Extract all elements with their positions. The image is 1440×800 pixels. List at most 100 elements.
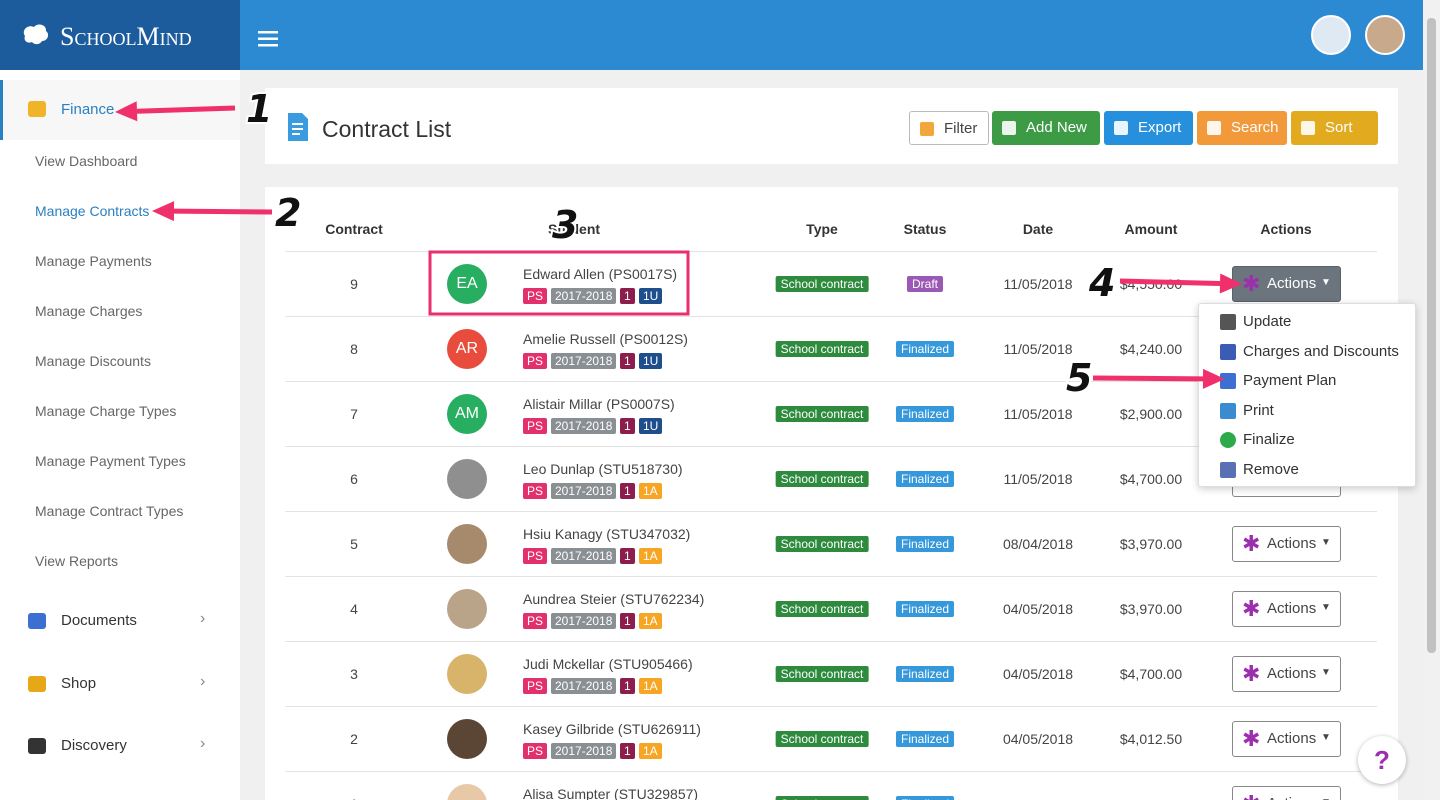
row-divider — [285, 316, 1377, 317]
nav-subitem[interactable]: Manage Discounts — [35, 353, 151, 369]
button-label: Actions — [1267, 535, 1317, 552]
student-tag: 2017-2018 — [551, 613, 617, 629]
step-number: 1 — [246, 87, 272, 131]
row-divider — [285, 446, 1377, 447]
status-badge: Draft — [906, 276, 944, 292]
scroll-thumb[interactable] — [1427, 18, 1436, 653]
chevron: › — [200, 610, 206, 627]
status-badge: Finalized — [895, 666, 955, 682]
student-tag: PS — [523, 548, 548, 564]
user-avatar[interactable] — [1365, 15, 1405, 55]
menu-item[interactable]: Charges and Discounts — [1243, 343, 1399, 360]
nav-subitem[interactable]: View Dashboard — [35, 153, 138, 169]
asterisk: ✱ — [1242, 531, 1261, 556]
column-header: Actions — [1260, 221, 1312, 237]
contract-id: 2 — [350, 731, 358, 747]
contract-id: 4 — [350, 601, 358, 617]
student-name[interactable]: Judi Mckellar (STU905466) — [523, 656, 693, 672]
type-badge: School contract — [775, 341, 869, 357]
actions-button[interactable]: ✱ Actions ▼ — [1232, 786, 1341, 800]
menu-item[interactable]: Update — [1243, 313, 1292, 330]
student-tag: 2017-2018 — [551, 353, 617, 369]
nav-section[interactable]: Documents — [61, 612, 137, 629]
menu-item[interactable]: Finalize — [1243, 431, 1295, 448]
toolbar-button[interactable]: Export — [1104, 111, 1193, 145]
student-name[interactable]: Amelie Russell (PS0012S) — [523, 331, 688, 347]
arrow-head — [152, 201, 175, 222]
student-name[interactable]: Aundrea Steier (STU762234) — [523, 591, 705, 607]
actions-button[interactable]: ✱ Actions ▼ — [1232, 526, 1341, 562]
menu-icon — [1220, 344, 1236, 360]
nav-section[interactable]: Discovery — [61, 737, 127, 754]
student-tag: 1 — [620, 743, 635, 759]
nav-icon — [28, 676, 46, 692]
arrow-head — [1202, 368, 1225, 389]
column-header: Date — [1022, 221, 1054, 237]
student-tag: PS — [523, 743, 548, 759]
toolbar-button[interactable]: Filter — [909, 111, 989, 145]
menu-item[interactable]: Print — [1243, 402, 1274, 419]
menu-item[interactable]: Payment Plan — [1243, 372, 1337, 389]
nav-subitem[interactable]: View Reports — [35, 553, 119, 569]
column-header: Student — [547, 221, 601, 237]
caret: ▼ — [1321, 602, 1331, 613]
actions-button[interactable]: ✱ Actions ▼ — [1232, 591, 1341, 627]
school-avatar[interactable] — [1311, 15, 1351, 55]
contract-id: 1 — [350, 796, 358, 800]
student-tag: 1 — [620, 613, 635, 629]
caret: ▼ — [1321, 277, 1331, 288]
column-header: Amount — [1124, 221, 1178, 237]
asterisk: ✱ — [1242, 787, 1260, 800]
nav-subitem[interactable]: Manage Contracts — [35, 203, 150, 219]
scrollbar — [1423, 0, 1440, 800]
student-name[interactable]: Leo Dunlap (STU518730) — [523, 461, 683, 477]
student-tag: PS — [523, 418, 548, 434]
arrow-head — [115, 101, 138, 122]
nav-subitem[interactable]: Manage Payments — [35, 253, 152, 269]
button-icon — [1301, 121, 1315, 135]
nav-icon — [28, 738, 46, 754]
menu-toggle[interactable] — [258, 30, 280, 48]
menu-item[interactable]: Remove — [1243, 461, 1299, 478]
amount: $3,970.00 — [1119, 536, 1183, 552]
student-tag: 1U — [639, 418, 663, 434]
student-name[interactable]: Kasey Gilbride (STU626911) — [523, 721, 701, 737]
asterisk: ✱ — [1242, 271, 1261, 296]
menu-icon — [1220, 403, 1236, 419]
amount: $4,240.00 — [1119, 341, 1183, 357]
nav-subitem[interactable]: Manage Contract Types — [35, 503, 184, 519]
student-name[interactable]: Alistair Millar (PS0007S) — [523, 396, 675, 412]
student-tag: 2017-2018 — [551, 418, 617, 434]
student-tag: PS — [523, 613, 548, 629]
avatar — [447, 524, 487, 564]
student-tag: PS — [523, 678, 548, 694]
arrow-shaft — [136, 105, 236, 114]
actions-button[interactable]: ✱ Actions ▼ — [1232, 656, 1341, 692]
nav-subitem[interactable]: Manage Charges — [35, 303, 143, 319]
amount: $4,700.00 — [1119, 666, 1183, 682]
status-badge: Finalized — [895, 406, 955, 422]
caret: ▼ — [1321, 786, 1331, 800]
student-name[interactable]: Edward Allen (PS0017S) — [523, 266, 678, 282]
nav-item[interactable]: Finance — [61, 101, 115, 118]
student-name[interactable]: Hsiu Kanagy (STU347032) — [523, 526, 691, 542]
actions-button[interactable]: ✱ Actions ▼ — [1232, 266, 1341, 302]
help-button[interactable]: ? — [1358, 736, 1406, 784]
student-tag: 1 — [620, 548, 635, 564]
highlight-box — [428, 250, 690, 316]
status-badge: Finalized — [895, 796, 955, 800]
toolbar-button[interactable]: Add New — [992, 111, 1100, 145]
contract-id: 7 — [350, 406, 358, 422]
nav-subitem[interactable]: Manage Payment Types — [35, 453, 186, 469]
nav-section[interactable]: Shop — [61, 675, 97, 692]
toolbar-button[interactable]: Search — [1197, 111, 1287, 145]
contract-id: 5 — [350, 536, 358, 552]
student-name[interactable]: Alisa Sumpter (STU329857) — [523, 786, 699, 800]
toolbar-button[interactable]: Sort — [1291, 111, 1378, 145]
student-tag: 1 — [620, 288, 635, 304]
student-tag: 2017-2018 — [551, 483, 617, 499]
nav-subitem[interactable]: Manage Charge Types — [35, 403, 177, 419]
asterisk: ✱ — [1242, 661, 1261, 686]
actions-button[interactable]: ✱ Actions ▼ — [1232, 721, 1341, 757]
